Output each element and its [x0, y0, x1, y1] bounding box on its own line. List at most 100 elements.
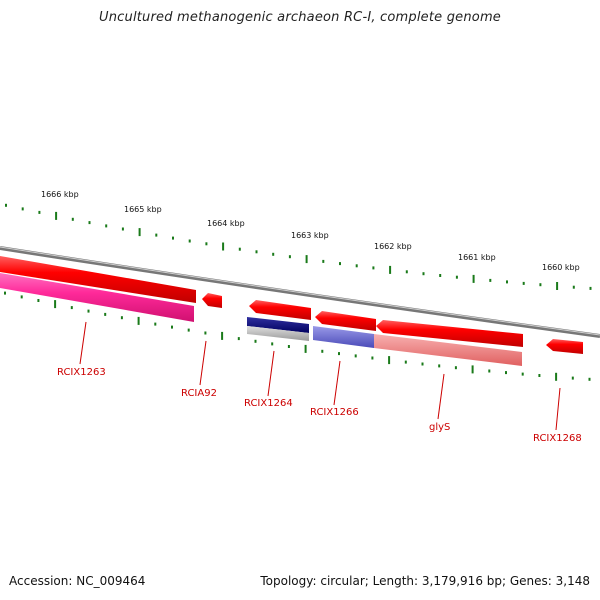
gene-RCIX1263[interactable] — [0, 256, 196, 303]
inner-scale-tick — [120, 316, 123, 320]
gene-label-RCIX1268[interactable]: RCIX1268 — [533, 433, 582, 444]
scale-tick — [5, 203, 7, 207]
inner-scale-tick — [471, 365, 474, 374]
scale-ticks — [5, 203, 592, 290]
inner-scale-tick — [254, 339, 257, 343]
inner-scale-tick — [20, 295, 23, 299]
genome-backbone — [0, 246, 600, 338]
scale-tick — [422, 272, 425, 276]
inner-scale-tick — [221, 331, 224, 340]
inner-scale-tick — [321, 349, 324, 353]
inner-scale-tick — [171, 325, 173, 329]
scale-label: 1665 kbp — [124, 205, 162, 214]
scale-tick — [222, 242, 225, 251]
scale-tick — [71, 217, 74, 221]
gene-label-RCIA92[interactable]: RCIA92 — [181, 388, 217, 399]
inner-scale-tick — [37, 299, 40, 302]
gene-label-RCIX1263[interactable]: RCIX1263 — [57, 367, 106, 378]
feature-pink — [374, 334, 522, 366]
leader-glyS — [437, 373, 445, 420]
scale-label: 1664 kbp — [207, 219, 245, 228]
genome-summary: Topology: circular; Length: 3,179,916 bp… — [260, 574, 590, 588]
scale-tick — [472, 274, 475, 283]
inner-features — [0, 273, 522, 366]
genome-backbone-highlight — [0, 246, 600, 336]
leader-RCIX1268 — [555, 387, 561, 431]
scale-tick — [522, 281, 525, 285]
scale-label: 1662 kbp — [374, 242, 412, 251]
inner-scale-tick — [421, 362, 424, 366]
inner-scale-tick — [204, 331, 207, 335]
inner-scale-tick — [271, 342, 274, 346]
scale-labels: 1666 kbp 1665 kbp 1664 kbp 1663 kbp 1662… — [41, 190, 580, 272]
scale-tick — [439, 274, 442, 277]
feature-magenta — [0, 273, 194, 322]
inner-scale-tick — [237, 337, 240, 341]
scale-tick — [589, 286, 592, 290]
scale-tick — [572, 285, 575, 289]
gene-RCIX1264[interactable] — [249, 300, 311, 320]
scale-tick — [138, 228, 141, 237]
scale-tick — [105, 224, 108, 228]
inner-scale-tick — [287, 345, 290, 348]
label-leaders — [79, 321, 561, 431]
scale-tick — [21, 207, 24, 211]
scale-label: 1661 kbp — [458, 253, 496, 262]
leader-RCIX1264 — [267, 350, 275, 397]
scale-tick — [389, 265, 392, 274]
inner-scale-tick — [588, 377, 591, 381]
scale-tick — [255, 250, 258, 254]
inner-scale-tick — [187, 328, 190, 332]
scale-tick — [556, 282, 559, 290]
feature-navy — [247, 317, 309, 333]
inner-scale-tick — [154, 322, 157, 326]
inner-scale-tick — [338, 352, 340, 356]
map-title: Uncultured methanogenic archaeon RC-I, c… — [99, 10, 501, 25]
scale-tick — [405, 270, 408, 274]
scale-tick — [355, 264, 358, 268]
feature-slate — [313, 326, 374, 348]
gene-glyS[interactable] — [376, 320, 523, 347]
inner-scale-tick — [137, 316, 140, 325]
accession-text: Accession: NC_009464 — [9, 574, 146, 588]
forward-genes — [0, 256, 583, 354]
scale-tick — [121, 227, 124, 231]
gene-RCIX1268[interactable] — [546, 339, 583, 354]
inner-scale-tick — [555, 372, 558, 381]
scale-tick — [88, 221, 91, 225]
scale-label: 1663 kbp — [291, 231, 329, 240]
inner-scale-tick — [538, 374, 541, 377]
inner-scale-tick — [571, 376, 574, 380]
scale-tick — [305, 255, 308, 264]
scale-label: 1666 kbp — [41, 190, 79, 199]
inner-scale-tick — [371, 356, 374, 360]
leader-RCIA92 — [199, 340, 207, 386]
scale-tick — [455, 275, 458, 279]
leader-RCIX1266 — [333, 360, 341, 406]
scale-tick — [55, 211, 58, 220]
inner-scale-ticks — [4, 291, 591, 381]
inner-scale-tick — [54, 300, 57, 309]
scale-tick — [288, 255, 291, 259]
scale-tick — [238, 247, 241, 251]
gene-label-RCIX1266[interactable]: RCIX1266 — [310, 407, 359, 418]
inner-scale-tick — [304, 344, 307, 353]
scale-tick — [322, 259, 325, 263]
gene-RCIX1266[interactable] — [315, 311, 376, 331]
gene-label-RCIX1264[interactable]: RCIX1264 — [244, 398, 293, 409]
scale-tick — [272, 252, 275, 256]
gene-label-glyS[interactable]: glyS — [429, 422, 450, 433]
scale-tick — [339, 262, 341, 266]
leader-RCIX1263 — [79, 321, 87, 365]
inner-scale-tick — [104, 312, 107, 316]
feature-grey — [247, 326, 309, 341]
scale-label: 1660 kbp — [542, 263, 580, 272]
scale-tick — [172, 236, 174, 240]
inner-scale-tick — [4, 291, 6, 295]
inner-scale-tick — [521, 372, 524, 376]
inner-scale-tick — [388, 356, 391, 365]
gene-RCIA92[interactable] — [202, 293, 222, 308]
scale-tick — [38, 210, 41, 214]
scale-tick — [506, 280, 508, 284]
